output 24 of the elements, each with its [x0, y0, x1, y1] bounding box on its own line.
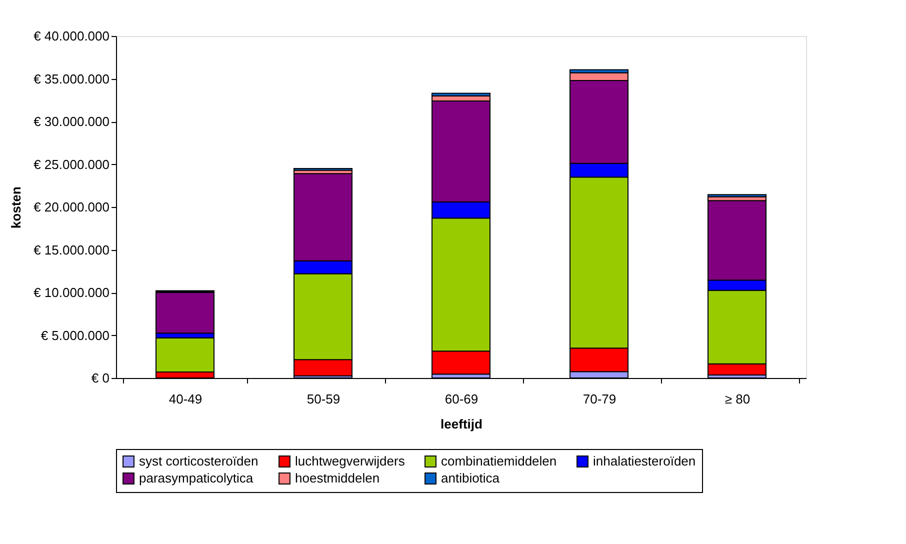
y-tick-label: € 5.000.000: [40, 328, 110, 343]
x-axis-title: leeftijd: [440, 416, 482, 432]
y-tick-label: € 30.000.000: [34, 114, 110, 129]
legend-label: hoestmiddelen: [295, 470, 380, 486]
y-tick-label: € 25.000.000: [34, 156, 110, 172]
y-tick-label: € 0: [91, 370, 110, 386]
x-tick-label: 60-69: [444, 392, 478, 406]
y-tick-label: € 15.000.000: [34, 242, 110, 258]
x-tick-label: 70-79: [582, 392, 616, 406]
legend-label: parasympaticolytica: [139, 470, 254, 486]
legend-label: luchtwegverwijders: [295, 454, 406, 469]
y-tick-label: € 35.000.000: [34, 71, 110, 86]
y-tick-label: € 40.000.000: [34, 28, 110, 44]
x-tick-label: 40-49: [168, 392, 202, 406]
x-tick-label: ≥ 80: [724, 392, 750, 406]
y-tick-label: € 10.000.000: [34, 285, 110, 300]
bar: [708, 194, 766, 198]
legend-label: inhalatiesteroïden: [593, 454, 696, 469]
y-axis-title: kosten: [8, 186, 24, 228]
legend-label: syst corticosteroïden: [139, 454, 258, 469]
legend-label: combinatiemiddelen: [441, 454, 557, 469]
legend-label: antibiotica: [441, 470, 500, 486]
y-tick-label: € 20.000.000: [34, 200, 110, 214]
x-tick-label: 50-59: [306, 392, 340, 406]
